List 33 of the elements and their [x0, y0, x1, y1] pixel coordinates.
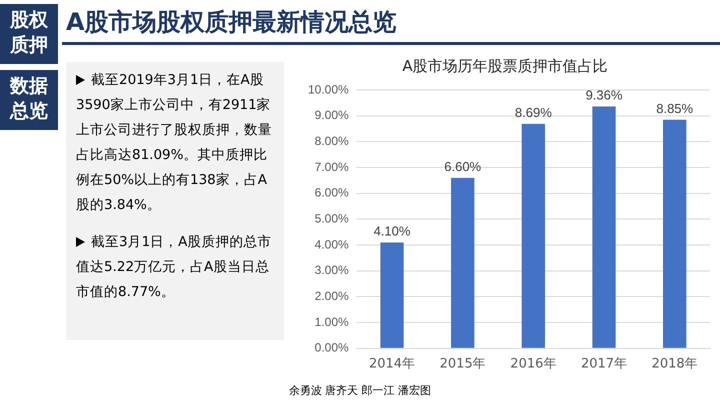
text: 股权质押	[0, 4, 58, 64]
y-tick-label: 0.00%	[314, 340, 350, 355]
y-tick-label: 2.00%	[314, 289, 350, 304]
bar	[592, 106, 616, 348]
y-tick-label: 6.00%	[314, 186, 350, 200]
text: A股市场股权质押最新情况总览	[66, 7, 397, 38]
data-label: 6.60%	[444, 158, 482, 174]
y-tick-label: 10.00%	[308, 82, 350, 96]
bar	[663, 120, 686, 348]
y-tick-label: 7.00%	[314, 160, 350, 174]
y-tick-label: 3.00%	[314, 263, 350, 278]
bar	[380, 242, 404, 348]
x-tick-label: 2016年	[510, 356, 556, 372]
text: 截至2019年3月1日，在A股3590家上市公司中，有2911家上市公司进行了股权质押，数量占比高达81.09%。其中质押比例在50%以上的有138家，占A股的3.84%。	[76, 71, 273, 215]
data-label: 9.36%	[586, 88, 623, 103]
data-label: 8.69%	[514, 104, 552, 120]
data-label: 8.85%	[656, 100, 694, 116]
x-tick-label: 2017年	[580, 356, 628, 372]
text: 数据总览	[0, 70, 58, 130]
bar	[451, 178, 474, 348]
bar	[522, 124, 546, 348]
text: 余勇波 唐齐天 郎一江 潘宏图	[288, 383, 432, 398]
y-tick-label: 4.00%	[314, 237, 350, 252]
x-tick-label: 2014年	[368, 356, 416, 372]
x-tick-label: 2015年	[440, 356, 486, 372]
y-tick-label: 5.00%	[314, 212, 350, 226]
chart-title: A股市场历年股票质押市值占比	[402, 56, 608, 75]
y-tick-label: 8.00%	[314, 134, 350, 148]
y-tick-label: 9.00%	[314, 108, 350, 122]
y-tick-label: 1.00%	[314, 314, 350, 329]
x-tick-label: 2018年	[652, 356, 698, 372]
text: 截至3月1日，A股质押的总市值达5.22万亿元，占A股当日总市值的8.77%。	[76, 233, 272, 302]
data-label: 4.10%	[374, 224, 411, 239]
